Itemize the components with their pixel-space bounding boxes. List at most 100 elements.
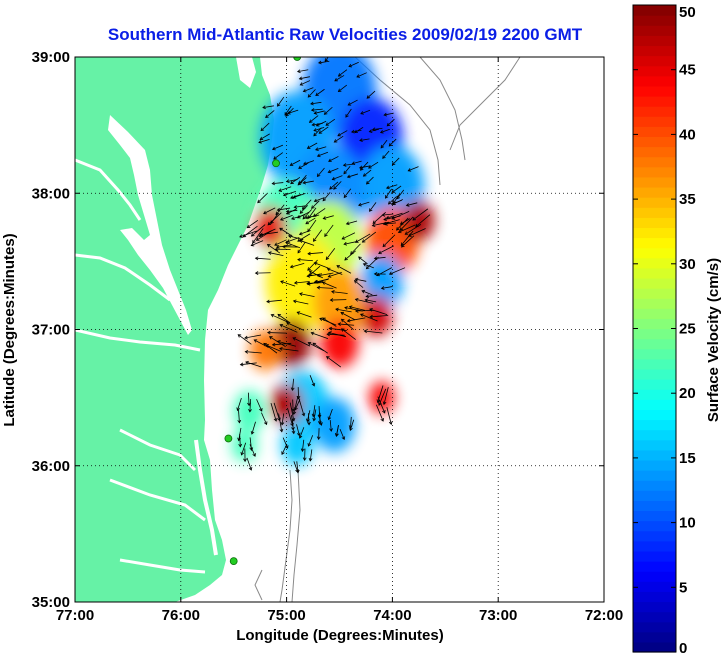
vector-arrow-head <box>250 242 255 247</box>
velocity-field <box>231 57 435 466</box>
vector-arrow-head <box>296 69 301 74</box>
vector-arrow <box>313 229 323 242</box>
vector-arrow <box>333 181 342 190</box>
vector-arrow-head <box>311 205 315 209</box>
vector-arrow-head <box>316 273 321 278</box>
vector-arrow-head <box>354 239 359 243</box>
vector-arrow <box>378 245 394 254</box>
vector-arrow-head <box>316 173 321 178</box>
vector-arrow-head <box>239 362 244 367</box>
vector-arrow-head <box>252 453 256 457</box>
vector-arrow-head <box>299 239 303 243</box>
vector-arrow-head <box>326 267 331 272</box>
vector-arrow-head <box>306 281 310 286</box>
vector-arrow <box>308 435 314 447</box>
vector-arrow <box>327 333 345 336</box>
vector-arrow <box>247 392 250 406</box>
vector-arrow-head <box>299 82 304 86</box>
vector-arrow <box>328 332 347 338</box>
vector-arrow-head <box>316 153 321 158</box>
vector-arrow <box>280 280 296 287</box>
y-tick-label: 39:00 <box>32 49 70 66</box>
vector-arrow <box>277 207 291 211</box>
vector-arrow <box>324 106 333 115</box>
colorbar-segment <box>633 95 676 107</box>
vector-arrow <box>346 220 358 225</box>
vector-arrow-head <box>392 201 396 205</box>
vector-arrow-head <box>378 402 382 406</box>
vector-arrow <box>240 362 257 366</box>
vector-arrow-head <box>331 290 335 294</box>
vector-arrow <box>406 202 418 206</box>
vector-arrow <box>263 207 276 214</box>
vector-arrow <box>365 299 377 303</box>
vector-arrow-head <box>298 231 303 236</box>
vector-arrow <box>323 215 334 219</box>
vector-arrow-head <box>358 202 362 207</box>
vector-arrow-head <box>313 128 318 132</box>
colorbar-segment <box>633 298 676 309</box>
vector-arrow <box>392 211 410 220</box>
vector-arrow-head <box>275 245 280 249</box>
colorbar-segment <box>633 409 676 421</box>
vector-arrow-head <box>285 209 290 214</box>
vector-arrow-head <box>327 169 332 174</box>
vector-arrow <box>296 461 299 473</box>
vector-arrow-head <box>292 337 297 341</box>
colorbar-segment <box>633 561 676 572</box>
vector-arrow-head <box>259 407 263 412</box>
vector-arrow-head <box>386 122 391 127</box>
colorbar-segment <box>633 277 676 289</box>
vector-arrow <box>359 165 371 169</box>
colorbar-segment <box>633 490 676 501</box>
colorbar-segment <box>633 267 676 279</box>
vector-arrow-head <box>388 142 393 147</box>
vector-arrow <box>244 334 262 339</box>
vector-arrow <box>242 225 258 238</box>
vector-arrow-head <box>248 409 252 413</box>
vector-arrow <box>351 129 362 133</box>
vector-arrow <box>303 180 314 184</box>
colorbar-segment <box>633 338 676 350</box>
vector-arrow <box>246 457 252 471</box>
vector-arrow <box>382 213 394 216</box>
vector-arrow <box>307 252 324 255</box>
vector-arrow <box>313 208 326 217</box>
vector-arrow <box>347 317 366 322</box>
colorbar-segment <box>633 186 676 198</box>
vector-arrow-head <box>244 349 249 354</box>
colorbar-segment <box>633 257 676 269</box>
vector-arrow-head <box>337 322 342 327</box>
vector-arrow <box>400 230 414 246</box>
colorbar-tick-label: 40 <box>679 126 696 143</box>
vector-arrow <box>301 439 305 452</box>
vector-arrow-head <box>323 111 328 115</box>
vector-arrow <box>317 167 325 177</box>
vector-arrow-head <box>245 360 249 365</box>
vector-arrow <box>279 348 299 352</box>
y-axis-label: Latitude (Degrees:Minutes) <box>1 233 18 426</box>
vector-arrow-head <box>346 174 351 179</box>
colorbar-tick-label: 15 <box>679 450 696 467</box>
vector-arrow-head <box>275 211 280 216</box>
vector-arrow-head <box>329 428 333 432</box>
vector-arrow <box>307 89 316 98</box>
vector-arrow-head <box>297 257 301 262</box>
colorbar-segment <box>633 631 676 643</box>
velocity-patch <box>360 295 393 337</box>
vector-arrow <box>383 387 389 405</box>
vector-arrow <box>356 72 367 78</box>
vector-arrow <box>237 397 242 411</box>
vector-arrow-head <box>315 147 319 151</box>
vector-arrow <box>369 202 377 212</box>
x-tick-label: 72:00 <box>585 607 623 624</box>
vector-arrow <box>298 162 309 169</box>
vector-arrow-head <box>407 168 412 172</box>
radar-station-marker <box>224 434 233 443</box>
colorbar-segment <box>633 379 676 390</box>
vector-arrow-head <box>305 220 309 225</box>
vector-arrow <box>297 259 313 262</box>
vector-arrow <box>308 207 317 219</box>
vector-arrow-head <box>325 256 330 261</box>
vector-arrow-head <box>391 216 396 220</box>
